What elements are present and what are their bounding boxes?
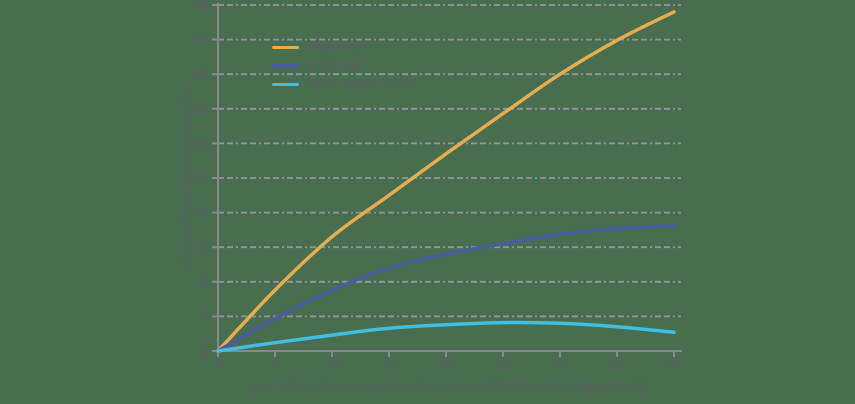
x-tick-label-25: 25 <box>495 358 510 372</box>
x-tick-label-30: 30 <box>552 358 567 372</box>
x-tick-label-20: 20 <box>438 358 453 372</box>
legend: MSCI FM MSCI EM MSCI World Ex US <box>272 40 415 92</box>
legend-swatch-msci-fm <box>272 45 299 49</box>
y-tick-label-50: 50 <box>194 0 209 12</box>
y-tick-label-10: 10 <box>194 275 209 289</box>
x-tick-label-35: 35 <box>609 358 624 372</box>
legend-item-msci-world-ex-us: MSCI World Ex US <box>272 77 415 92</box>
legend-swatch-msci-world-ex-us <box>272 82 299 86</box>
series-line-msci-fm <box>216 10 676 353</box>
y-tick-label-0: 0 <box>201 344 209 358</box>
y-tick-label-5: 5 <box>201 309 209 323</box>
legend-swatch-msci-em <box>272 64 299 68</box>
x-tick-label-0: 0 <box>214 358 222 372</box>
y-tick-label-25: 25 <box>194 171 209 185</box>
x-axis-title: % of MSCI US converted to MSCI FM or MSC… <box>252 380 649 394</box>
y-tick-label-35: 35 <box>194 102 209 116</box>
x-tick-label-40: 40 <box>666 358 681 372</box>
legend-label-msci-em: MSCI EM <box>308 58 360 73</box>
series-line-msci-em <box>216 223 676 353</box>
x-tick-label-10: 10 <box>324 358 339 372</box>
x-tick-label-5: 5 <box>271 358 279 372</box>
legend-item-msci-em: MSCI EM <box>272 59 415 74</box>
y-tick-label-30: 30 <box>194 136 209 150</box>
y-tick-label-20: 20 <box>194 206 209 220</box>
y-axis-title: Sharpe Ratio Improvement (%) <box>179 89 193 268</box>
y-tick-label-45: 45 <box>194 33 209 47</box>
y-tick-label-15: 15 <box>194 240 209 254</box>
series-line-msci-world-ex-us <box>216 320 676 353</box>
legend-label-msci-fm: MSCI FM <box>308 40 359 55</box>
legend-item-msci-fm: MSCI FM <box>272 40 415 55</box>
legend-label-msci-world-ex-us: MSCI World Ex US <box>308 77 415 92</box>
y-tick-label-40: 40 <box>194 67 209 81</box>
grid-layer <box>218 4 681 318</box>
x-tick-label-15: 15 <box>381 358 396 372</box>
series-layer <box>216 10 676 353</box>
axis-layer: 0 5 10 15 20 25 30 35 40 0 5 10 15 20 25 30 35 40 45 50 <box>194 0 682 372</box>
